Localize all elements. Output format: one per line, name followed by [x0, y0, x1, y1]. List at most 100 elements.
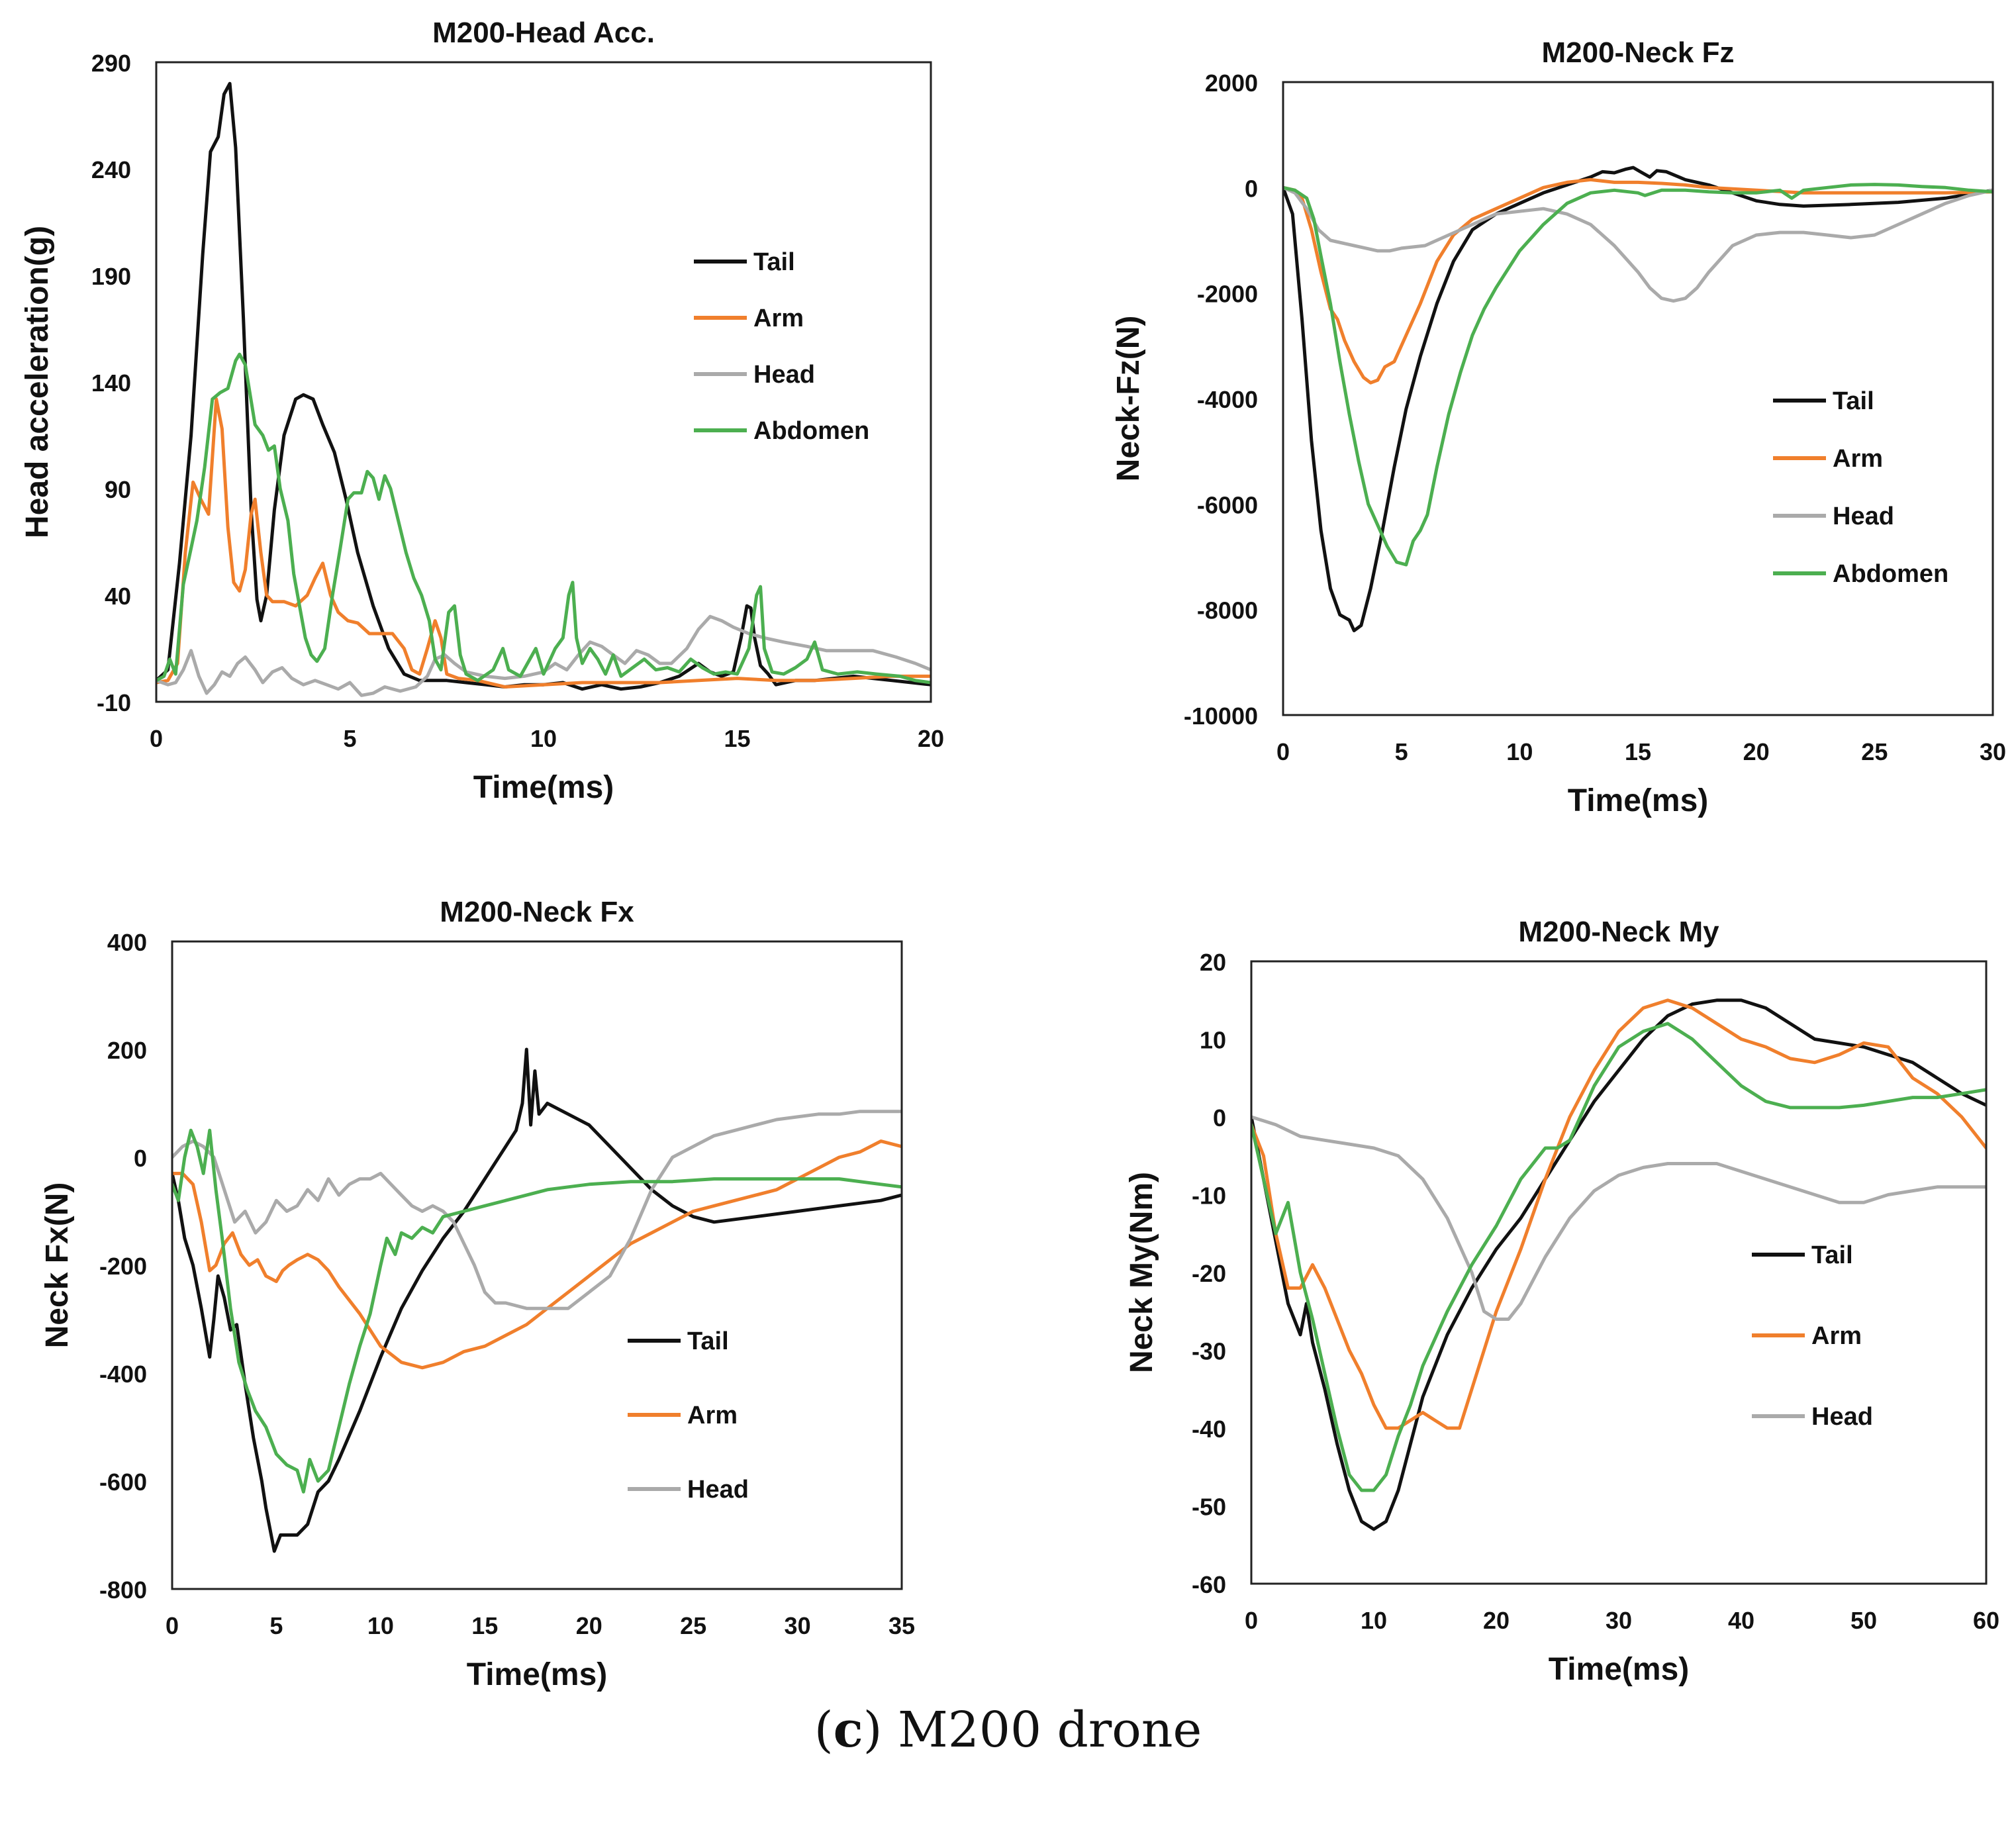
plot-area: [1283, 166, 1993, 632]
y-tick-label: 90: [105, 476, 131, 503]
series-line-head: [172, 1110, 902, 1310]
y-axis-label: Neck My(Nm): [1124, 1172, 1159, 1373]
plot-frame: [1282, 81, 1994, 716]
x-tick-label: 20: [576, 1612, 602, 1639]
plot-frame: [1250, 960, 1988, 1585]
y-tick-label: 140: [91, 369, 131, 397]
x-tick-label: 20: [1483, 1607, 1510, 1634]
chart-title: M200-Neck Fx: [440, 896, 634, 928]
series-line-abdomen: [156, 352, 931, 685]
x-axis-label: Time(ms): [1549, 1652, 1690, 1687]
series-line-head: [1251, 1115, 1986, 1321]
x-tick-label: 5: [269, 1612, 283, 1639]
y-tick-label: 0: [134, 1145, 147, 1172]
series-line-tail: [172, 1047, 902, 1553]
y-tick-label: 2000: [1205, 70, 1258, 97]
y-tick-label: 0: [1245, 175, 1258, 202]
x-tick-label: 20: [1743, 738, 1770, 765]
y-axis-label: Head acceleration(g): [20, 226, 55, 538]
legend-label-tail: Tail: [753, 248, 795, 276]
y-tick-label: -50: [1192, 1494, 1226, 1521]
series-line-arm: [156, 397, 931, 689]
x-tick-label: 40: [1728, 1607, 1754, 1634]
x-tick-label: 10: [1506, 738, 1533, 765]
legend-label-head: Head: [1811, 1403, 1873, 1431]
plot-frame: [155, 61, 932, 703]
series-line-head: [1283, 185, 1993, 303]
series-line-head: [156, 614, 931, 697]
chart-m200-head-acc: M200-Head Acc. -10 40 90 140 190 240 290 0 5 10 15 2…: [20, 17, 944, 805]
y-tick-label: -4000: [1197, 386, 1258, 413]
legend-label-head: Head: [753, 361, 815, 389]
legend-label-head: Head: [687, 1476, 749, 1504]
x-tick-label: 25: [680, 1612, 706, 1639]
x-tick-label: 20: [918, 725, 944, 752]
y-tick-label: -40: [1192, 1416, 1226, 1443]
x-tick-label: 10: [530, 725, 557, 752]
series-line-arm: [172, 1139, 902, 1370]
legend-label-tail: Tail: [1811, 1241, 1853, 1269]
legend-label-head: Head: [1833, 503, 1894, 530]
x-tick-label: 30: [1980, 738, 2006, 765]
y-tick-label: -200: [99, 1253, 147, 1280]
plot-area: [172, 1047, 902, 1553]
chart-title: M200-Head Acc.: [432, 17, 655, 49]
y-tick-label: 190: [91, 263, 131, 290]
x-axis-label: Time(ms): [473, 770, 614, 805]
y-tick-label: -30: [1192, 1338, 1226, 1365]
plot-frame: [171, 940, 903, 1590]
series-line-arm: [1283, 177, 1993, 385]
series-line-tail: [156, 81, 931, 691]
y-tick-label: -10: [1192, 1182, 1226, 1210]
legend: Tail Arm Head: [628, 1327, 749, 1504]
y-tick-label: -10: [97, 689, 131, 716]
y-tick-label: 40: [105, 583, 131, 610]
legend-label-abdomen: Abdomen: [1833, 560, 1948, 588]
x-tick-label: 60: [1973, 1607, 1999, 1634]
y-tick-label: -20: [1192, 1260, 1226, 1287]
x-tick-label: 25: [1861, 738, 1888, 765]
legend: Tail Arm Head Abdomen: [1773, 387, 1948, 588]
y-tick-label: -10000: [1184, 702, 1258, 730]
x-tick-label: 30: [785, 1612, 811, 1639]
y-tick-label: 240: [91, 156, 131, 183]
x-tick-label: 15: [724, 725, 750, 752]
y-axis-label: Neck Fx(N): [40, 1182, 75, 1349]
legend-label-arm: Arm: [753, 305, 804, 332]
y-tick-label: 400: [107, 929, 147, 956]
legend-label-tail: Tail: [687, 1327, 729, 1355]
x-tick-label: 35: [888, 1612, 915, 1639]
y-tick-label: 0: [1213, 1104, 1226, 1131]
y-tick-label: -6000: [1197, 491, 1258, 518]
x-axis-label: Time(ms): [1568, 783, 1709, 818]
figure-caption: (c) M200 drone: [0, 1702, 2016, 1758]
y-tick-label: -800: [99, 1576, 147, 1604]
y-tick-label: -60: [1192, 1571, 1226, 1598]
legend-label-arm: Arm: [1833, 445, 1883, 473]
caption-prefix: (: [814, 1702, 834, 1758]
legend-label-arm: Arm: [687, 1402, 738, 1429]
caption-letter: c: [833, 1702, 863, 1758]
x-tick-label: 15: [1625, 738, 1651, 765]
chart-m200-neck-fz: M200-Neck Fz -10000 -8000 -6000 -4000 -2000 0 2…: [1111, 36, 2006, 818]
caption-suffix: ) M200 drone: [863, 1702, 1202, 1758]
y-tick-label: -600: [99, 1468, 147, 1496]
legend: Tail Arm Head: [1752, 1241, 1873, 1431]
plot-area: [156, 81, 931, 697]
series-line-abdomen: [172, 1128, 902, 1494]
y-tick-label: -400: [99, 1361, 147, 1388]
legend-label-abdomen: Abdomen: [753, 417, 869, 445]
chart-m200-neck-my: M200-Neck My -60 -50 -40 -30 -20 -10 0 10 20 0 10 20…: [1124, 916, 1999, 1687]
x-tick-label: 5: [343, 725, 356, 752]
y-tick-label: 10: [1200, 1027, 1226, 1054]
x-axis-label: Time(ms): [467, 1657, 608, 1692]
y-tick-label: 290: [91, 50, 131, 77]
y-tick-label: -2000: [1197, 281, 1258, 308]
series-line-tail: [1251, 998, 1986, 1531]
x-tick-label: 10: [367, 1612, 394, 1639]
x-tick-label: 15: [471, 1612, 498, 1639]
y-tick-label: 20: [1200, 949, 1226, 976]
series-line-tail: [1283, 166, 1993, 632]
y-tick-label: -8000: [1197, 597, 1258, 624]
x-tick-label: 30: [1606, 1607, 1632, 1634]
